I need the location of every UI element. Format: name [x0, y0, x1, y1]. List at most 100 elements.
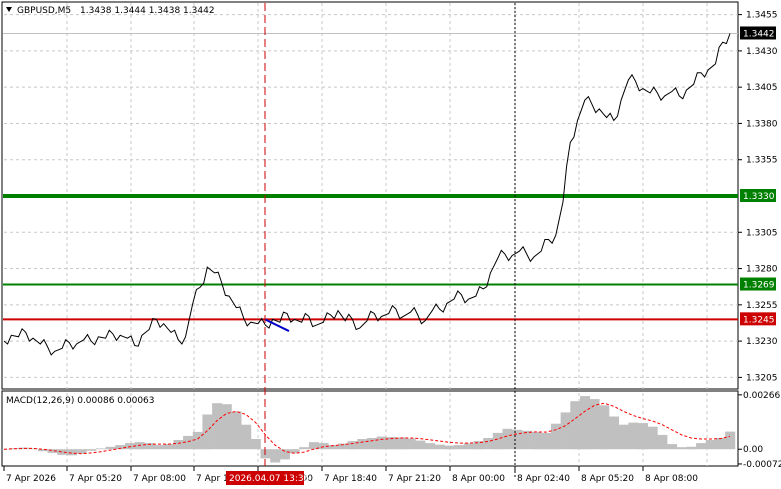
macd-bar — [115, 445, 126, 450]
horizontal-levels: 1.3330 1.3269 1.3245 1.3442 — [3, 26, 776, 326]
price-polyline — [3, 33, 731, 356]
macd-bar — [57, 449, 68, 455]
macd-bar — [715, 438, 726, 450]
macd-histogram — [0, 396, 736, 463]
macd-bar — [386, 437, 397, 450]
macd-bar — [541, 432, 552, 450]
macd-tick-label: 0.00266 — [743, 391, 780, 401]
level-price-tag — [740, 277, 776, 291]
price-tick-label: 1.3405 — [746, 83, 778, 93]
time-tick-label: 7 Apr 1 — [196, 474, 229, 484]
macd-bar — [231, 411, 242, 450]
macd-title: MACD(12,26,9) 0.00086 0.00063 — [6, 396, 155, 406]
macd-bar — [192, 431, 203, 450]
price-tick-label: 1.3305 — [746, 228, 778, 238]
crosshair-time-label: 2026.04.07 13:35 — [229, 474, 309, 484]
macd-bar — [338, 443, 348, 450]
macd-bar — [425, 443, 436, 450]
macd-bar — [473, 441, 484, 450]
macd-bar — [8, 448, 19, 450]
macd-bar — [18, 447, 29, 450]
signal-polyline — [3, 402, 731, 455]
macd-bar — [502, 428, 513, 450]
macd-bar — [241, 424, 252, 450]
macd-bar — [299, 447, 310, 450]
macd-bar — [638, 423, 648, 450]
time-axis: 7 Apr 2026 7 Apr 05:20 7 Apr 08:00 7 Apr 1 7… — [3, 466, 698, 484]
macd-bar — [66, 449, 77, 456]
crosshair-time-box — [226, 471, 304, 485]
macd-bar — [492, 432, 503, 450]
macd-bar — [725, 431, 736, 450]
trend-segment[interactable] — [264, 318, 290, 332]
macd-bar — [560, 412, 571, 450]
price-tick-label: 1.3455 — [746, 11, 778, 21]
macd-bar — [76, 449, 87, 454]
price-tick-label: 1.3430 — [746, 47, 778, 57]
macd-signal-line — [3, 402, 731, 455]
macd-bar — [202, 414, 213, 450]
time-tick-label: 7 Apr 18:40 — [324, 474, 377, 484]
macd-bar — [705, 440, 716, 450]
time-tick-label: 7 Apr 08:00 — [133, 474, 186, 484]
macd-bar — [47, 449, 58, 453]
macd-bar — [657, 434, 668, 450]
level-price-tag — [740, 312, 776, 326]
symbol-label: GBPUSD,M5 — [17, 6, 71, 16]
macd-bar — [463, 443, 474, 450]
price-tick-label: 1.3230 — [746, 337, 778, 347]
triangle-down-icon[interactable] — [6, 7, 12, 12]
macd-bar — [96, 448, 106, 450]
current-price-label: 1.3442 — [743, 29, 775, 39]
current-price-tag — [740, 26, 776, 40]
macd-bar — [28, 448, 39, 450]
macd-bar — [512, 429, 523, 450]
macd-bar — [444, 445, 455, 450]
macd-bar — [250, 439, 261, 450]
macd-bar — [357, 439, 368, 450]
macd-bar — [367, 438, 377, 450]
macd-bar — [289, 449, 300, 454]
macd-bar — [570, 401, 581, 450]
macd-bar — [154, 445, 164, 450]
macd-bar — [405, 438, 416, 450]
level-price-label: 1.3245 — [743, 315, 775, 325]
price-tick-label: 1.3205 — [746, 373, 778, 383]
level-price-tag — [740, 189, 776, 202]
price-axis: 1.3455 1.3430 1.3405 1.3380 1.3355 1.3305 1.32… — [738, 11, 778, 383]
macd-tick-label: 0.00 — [743, 445, 763, 455]
macd-bar — [270, 449, 281, 463]
time-tick-label: 7 Apr 21:20 — [388, 474, 441, 484]
macd-bar — [628, 422, 639, 450]
ohlc-readout: 1.3438 1.3444 1.3438 1.3442 — [80, 6, 215, 16]
macd-bar — [396, 437, 406, 450]
macd-bar — [37, 449, 48, 452]
macd-bar — [328, 445, 339, 450]
price-tick-label: 1.3380 — [746, 119, 778, 129]
macd-bar — [279, 449, 290, 460]
macd-tick-label: -0.00072 — [743, 460, 781, 470]
macd-axis: 0.00266 0.00 -0.00072 — [738, 391, 781, 470]
macd-bar — [550, 423, 561, 450]
macd-bar — [144, 443, 155, 450]
macd-bar — [318, 443, 329, 450]
macd-bar — [696, 443, 707, 450]
time-tick-label: 8 Apr 00:00 — [452, 474, 505, 484]
time-tick-label: 8 Apr 05:20 — [581, 474, 634, 484]
macd-bar — [86, 449, 97, 451]
macd-bar — [686, 446, 697, 450]
macd-bar — [183, 435, 194, 450]
macd-bar — [212, 403, 223, 450]
macd-bar — [105, 446, 116, 450]
macd-bar — [580, 396, 590, 450]
macd-bar — [521, 430, 532, 450]
macd-bar — [483, 438, 494, 450]
macd-bar — [376, 436, 387, 450]
macd-bar — [415, 440, 426, 450]
macd-bar — [454, 445, 465, 450]
macd-bar — [647, 426, 658, 450]
price-tick-label: 1.3255 — [746, 301, 778, 311]
macd-bar — [531, 431, 542, 450]
price-line — [3, 33, 731, 356]
